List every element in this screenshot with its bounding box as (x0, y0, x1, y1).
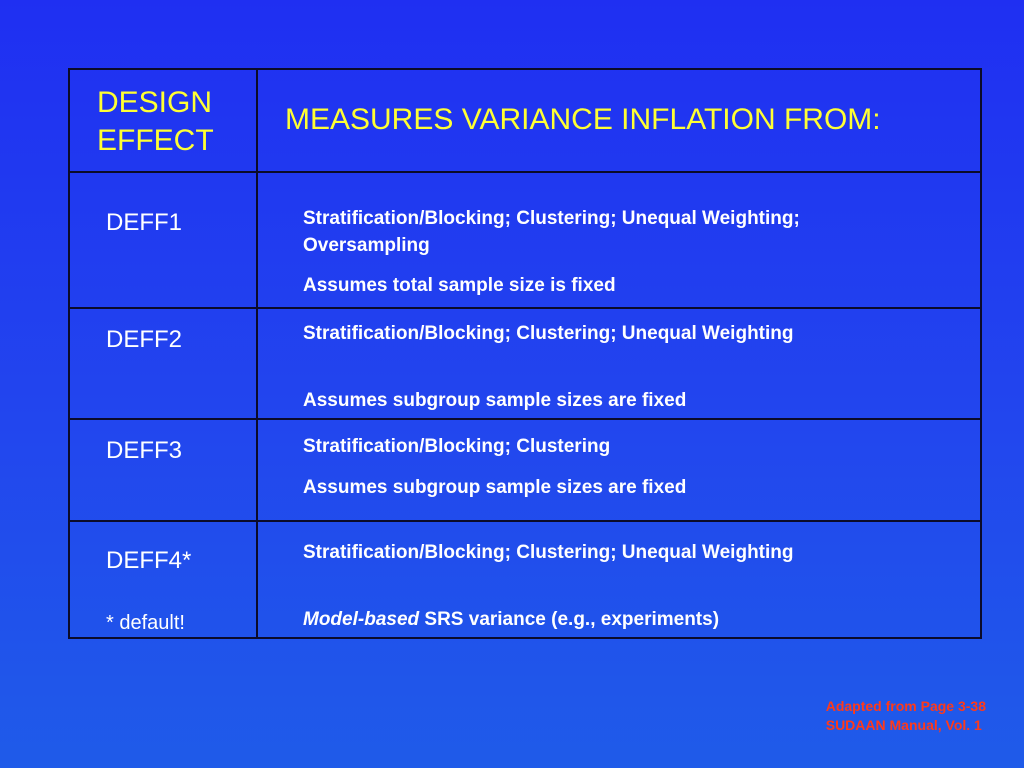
deff-label: DEFF2 (106, 326, 183, 353)
header-design-effect-line1: DESIGN (97, 86, 213, 119)
deff-label: DEFF1 (106, 209, 183, 236)
deff-assumption: Assumes total sample size is fixed (303, 275, 616, 296)
source-credit: Adapted from Page 3-38 SUDAAN Manual, Vo… (826, 697, 986, 735)
model-based-text: Model-based (303, 609, 420, 630)
desc-cell: Stratification/Blocking; Clustering; Une… (258, 309, 980, 418)
deff-description: Stratification/Blocking; Clustering; Une… (303, 542, 794, 563)
deff-assumption: Model-based SRS variance (e.g., experime… (303, 608, 719, 632)
default-note: * default! (106, 612, 185, 634)
header-measures: MEASURES VARIANCE INFLATION FROM: (285, 103, 881, 136)
header-cell-measures: MEASURES VARIANCE INFLATION FROM: (258, 70, 980, 171)
header-cell-design-effect: DESIGN EFFECT (70, 70, 258, 171)
label-cell: DEFF4* * default! (70, 522, 258, 639)
srs-variance-text: SRS variance (e.g., experiments) (419, 609, 720, 630)
desc-cell: Stratification/Blocking; Clustering Assu… (258, 420, 980, 520)
header-design-effect-line2: EFFECT (97, 124, 214, 157)
table-row-deff1: DEFF1 Stratification/Blocking; Clusterin… (70, 173, 980, 309)
table-row-deff4: DEFF4* * default! Stratification/Blockin… (70, 522, 980, 639)
label-cell: DEFF1 (70, 173, 258, 307)
deff-description: Stratification/Blocking; Clustering; Une… (303, 208, 800, 256)
deff-label: DEFF3 (106, 437, 183, 464)
credit-line2: SUDAAN Manual, Vol. 1 (825, 717, 982, 733)
label-cell: DEFF3 (70, 420, 258, 520)
label-cell: DEFF2 (70, 309, 258, 418)
deff-assumption: Assumes subgroup sample sizes are fixed (303, 390, 687, 411)
deff-label: DEFF4* (106, 547, 192, 574)
table-row-deff2: DEFF2 Stratification/Blocking; Clusterin… (70, 309, 980, 420)
desc-cell: Stratification/Blocking; Clustering; Une… (258, 173, 980, 307)
header-design-effect: DESIGN EFFECT (97, 84, 214, 160)
deff-description: Stratification/Blocking; Clustering; Une… (303, 323, 794, 344)
table-header-row: DESIGN EFFECT MEASURES VARIANCE INFLATIO… (70, 70, 980, 173)
credit-line1: Adapted from Page 3-38 (825, 698, 986, 714)
deff-assumption: Assumes subgroup sample sizes are fixed (303, 477, 687, 498)
deff-table: DESIGN EFFECT MEASURES VARIANCE INFLATIO… (68, 68, 982, 639)
deff-description: Stratification/Blocking; Clustering (303, 436, 611, 457)
desc-cell: Stratification/Blocking; Clustering; Une… (258, 522, 980, 639)
table-row-deff3: DEFF3 Stratification/Blocking; Clusterin… (70, 420, 980, 522)
